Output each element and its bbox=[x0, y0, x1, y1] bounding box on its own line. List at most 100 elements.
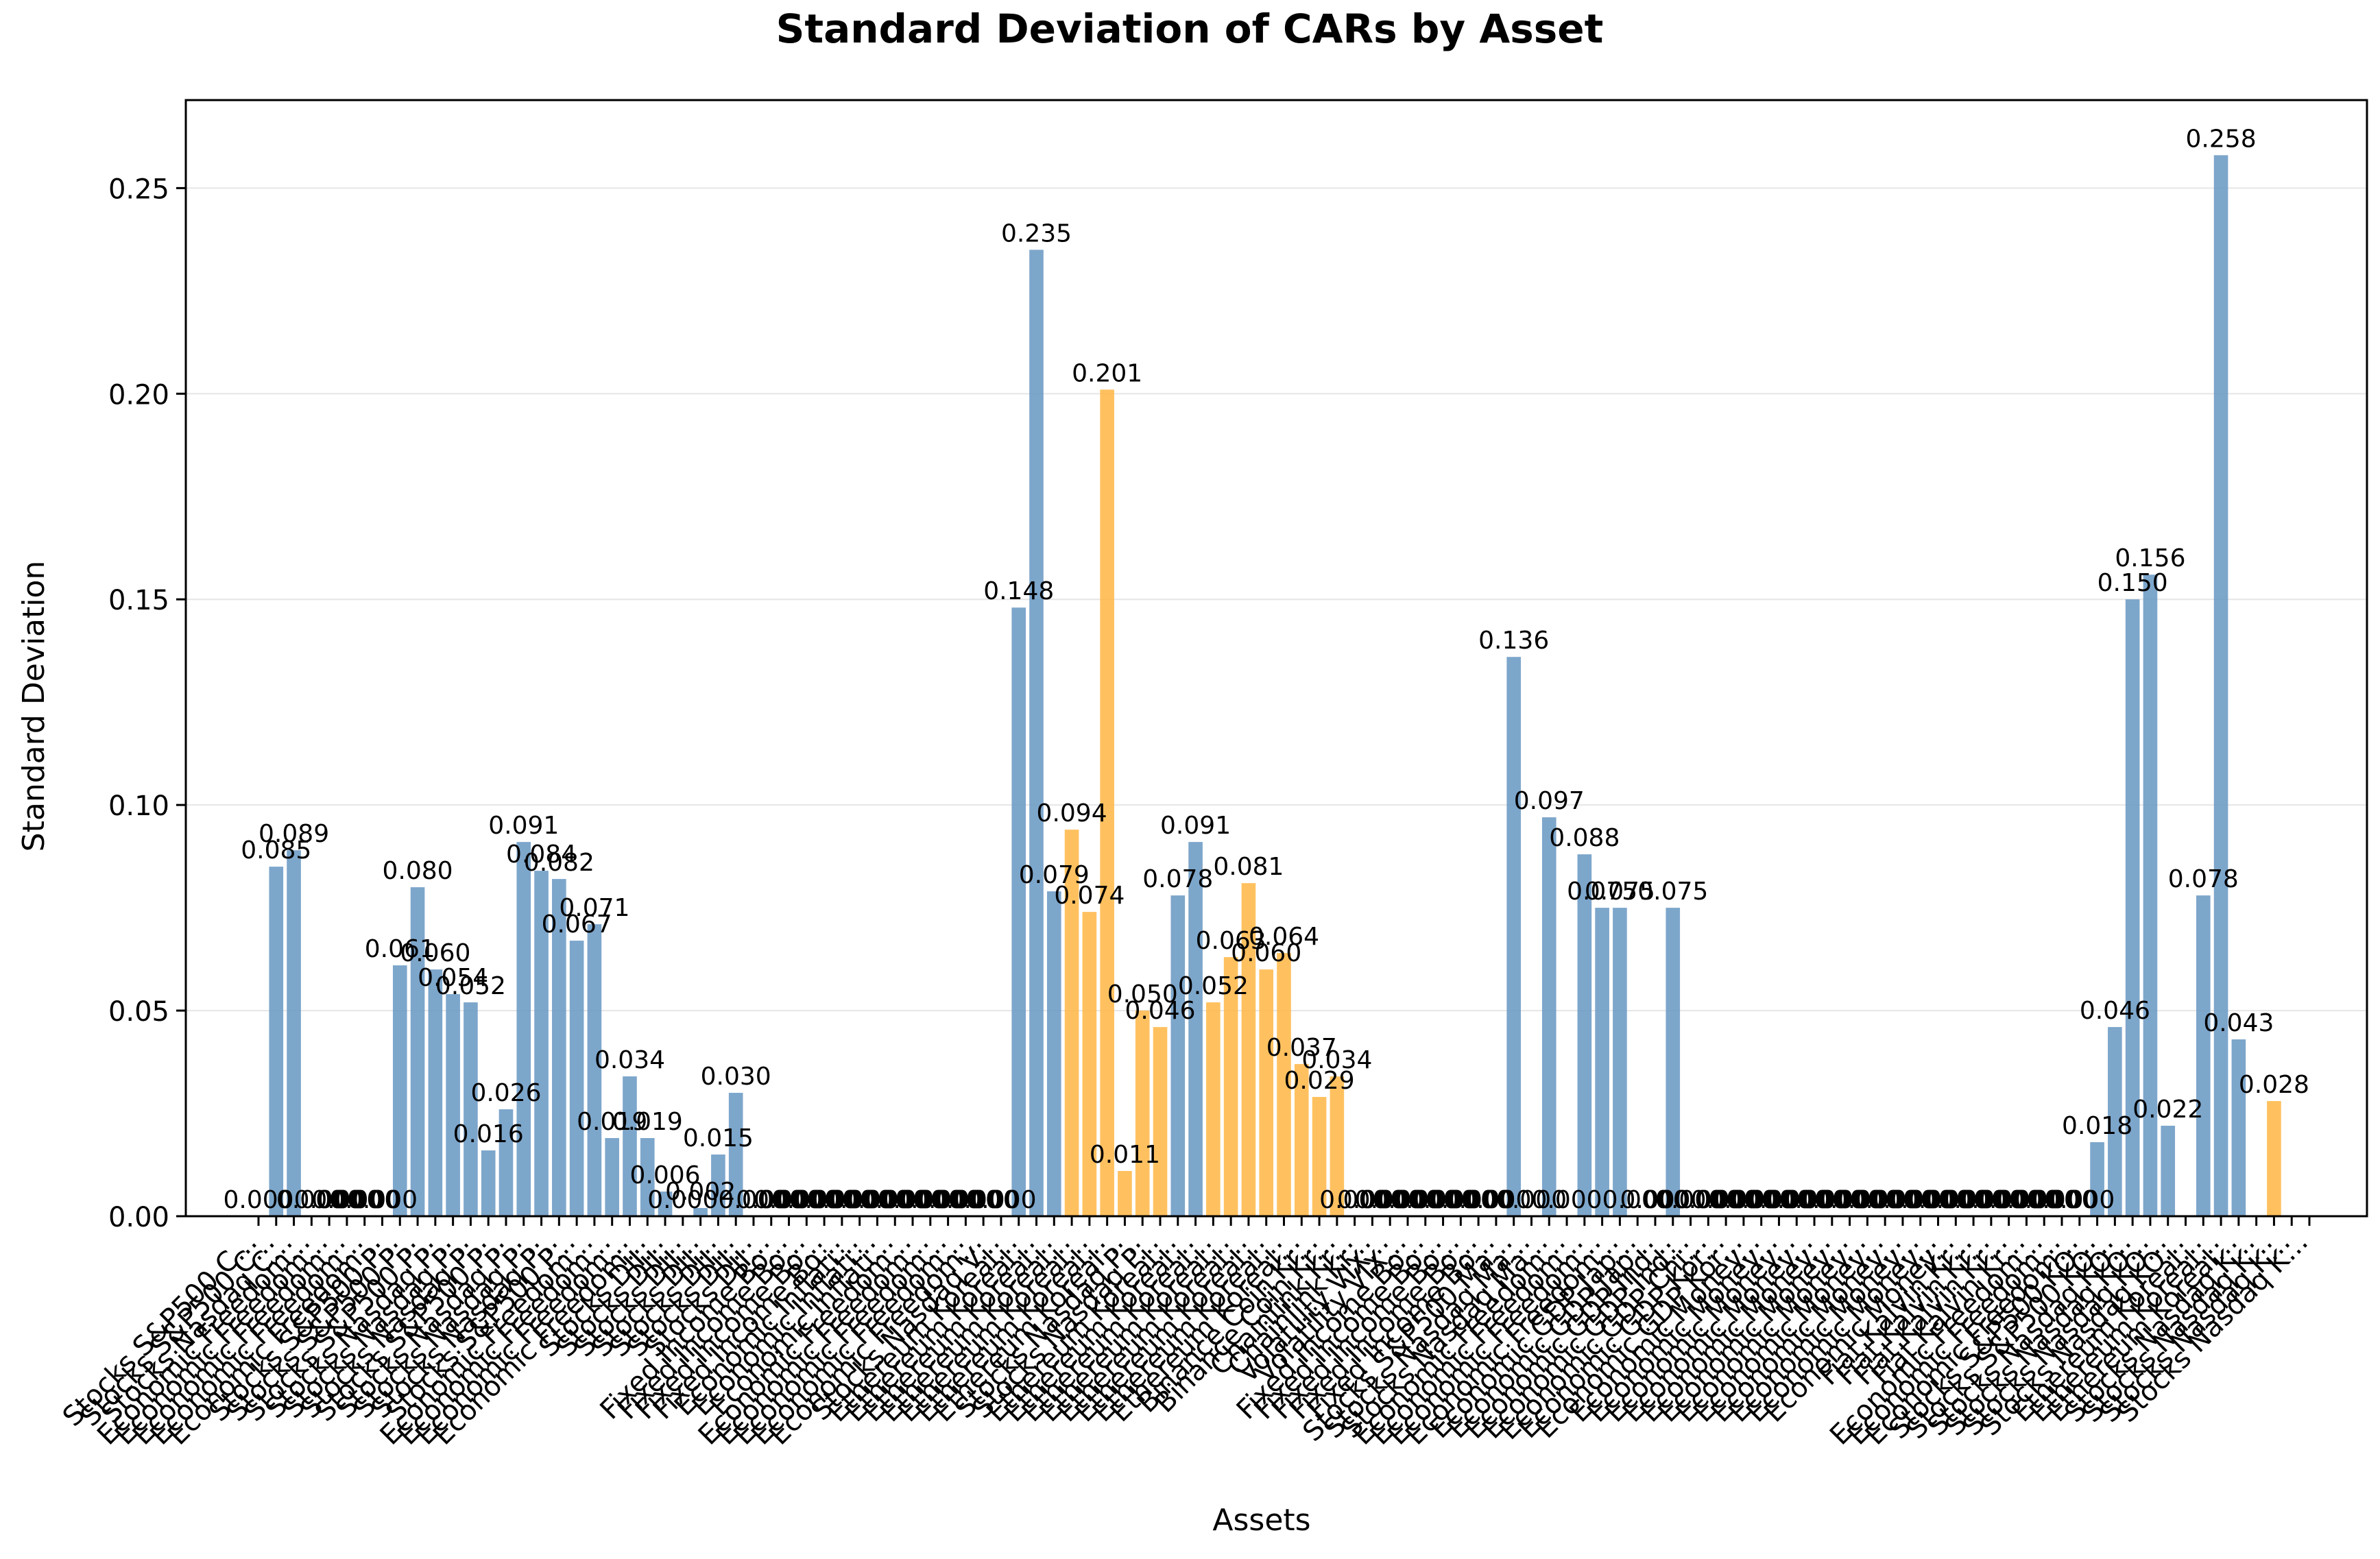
bar-value-label: 0.000 bbox=[1956, 1186, 2026, 1214]
bar-value-label: 0.061 bbox=[365, 935, 435, 963]
bar-value-label: 0.000 bbox=[1779, 1186, 1850, 1214]
bar-value-label: 0.064 bbox=[1249, 923, 1319, 951]
bar bbox=[1666, 908, 1681, 1216]
bar bbox=[464, 1002, 478, 1216]
bar bbox=[2108, 1027, 2122, 1216]
bar-value-label: 0.000 bbox=[1832, 1186, 1903, 1214]
bar-value-label: 0.000 bbox=[1991, 1186, 2062, 1214]
grid-lines bbox=[186, 187, 2367, 1012]
bar bbox=[1029, 250, 1044, 1217]
bar-value-label: 0.000 bbox=[1319, 1186, 1390, 1214]
bar bbox=[1170, 895, 1186, 1216]
x-axis-ticks: Stocks S&P500 C...Stocks S&P500 C...Stoc… bbox=[57, 1216, 2314, 1451]
bar-value-label: 0.000 bbox=[1691, 1186, 1762, 1214]
bar-value-label: 0.050 bbox=[1107, 980, 1178, 1008]
bar-value-label: 0.052 bbox=[1178, 972, 1249, 1000]
bar bbox=[1100, 389, 1114, 1216]
bar-value-label: 0.000 bbox=[860, 1186, 930, 1214]
bar-value-label: 0.097 bbox=[1514, 787, 1585, 815]
bar-value-label: 0.000 bbox=[2026, 1186, 2097, 1214]
bar-value-label: 0.000 bbox=[806, 1186, 877, 1214]
bar-value-label: 0.201 bbox=[1072, 359, 1142, 387]
bar bbox=[2143, 575, 2158, 1216]
bar-value-label: 0.000 bbox=[1355, 1186, 1426, 1214]
bar bbox=[1153, 1027, 1168, 1216]
bar-value-label: 0.000 bbox=[965, 1186, 1036, 1214]
bar bbox=[481, 1150, 496, 1216]
bar bbox=[446, 994, 460, 1216]
bar-value-label: 0.016 bbox=[453, 1120, 524, 1148]
bar-value-label: 0.085 bbox=[241, 836, 311, 865]
bar bbox=[498, 1109, 514, 1216]
bar bbox=[1064, 830, 1079, 1216]
bar-value-label: 0.094 bbox=[1037, 799, 1107, 827]
bar bbox=[693, 1208, 708, 1216]
bar-value-label: 0.019 bbox=[612, 1108, 683, 1136]
bar-value-label: 0.081 bbox=[1213, 853, 1284, 881]
bar-value-label: 0.000 bbox=[1461, 1186, 1531, 1214]
bar-value-label: 0.075 bbox=[1585, 878, 1655, 906]
bar bbox=[569, 941, 584, 1216]
bar-value-label: 0.000 bbox=[1426, 1186, 1496, 1214]
bar bbox=[1223, 957, 1238, 1216]
bar-value-label: 0.000 bbox=[789, 1186, 860, 1214]
bar-value-label: 0.000 bbox=[718, 1186, 789, 1214]
bar-value-label: 0.000 bbox=[736, 1186, 806, 1214]
bar-value-label: 0.078 bbox=[2168, 865, 2239, 893]
bar-value-label: 0.000 bbox=[1337, 1186, 1408, 1214]
plot-area-frame bbox=[184, 99, 2368, 1218]
y-tick-label: 0.20 bbox=[108, 379, 169, 411]
bar-value-label: 0.000 bbox=[1885, 1186, 1956, 1214]
bar bbox=[287, 850, 301, 1216]
bar bbox=[587, 924, 602, 1216]
bar-value-label: 0.000 bbox=[771, 1186, 842, 1214]
bar-value-label: 0.078 bbox=[1142, 865, 1213, 893]
bar-value-label: 0.000 bbox=[1814, 1186, 1885, 1214]
bar bbox=[1577, 854, 1592, 1216]
bar-value-label: 0.000 bbox=[1443, 1186, 1514, 1214]
bar-value-label: 0.018 bbox=[2062, 1112, 2132, 1140]
bar-value-label: 0.258 bbox=[2186, 125, 2257, 153]
bar-value-label: 0.000 bbox=[2009, 1186, 2080, 1214]
bars bbox=[269, 155, 2281, 1217]
y-tick-label: 0.00 bbox=[108, 1202, 169, 1233]
bar bbox=[2267, 1101, 2281, 1216]
bar bbox=[1541, 817, 1556, 1216]
bar-value-label: 0.000 bbox=[1372, 1186, 1443, 1214]
bar bbox=[1595, 908, 1609, 1216]
bar bbox=[711, 1155, 725, 1216]
bar-value-label: 0.000 bbox=[276, 1186, 347, 1214]
bar bbox=[658, 1192, 673, 1216]
bar-value-label: 0.037 bbox=[1266, 1034, 1337, 1062]
bar bbox=[2090, 1142, 2104, 1216]
y-tick-label: 0.10 bbox=[108, 790, 169, 822]
bar-value-label: 0.080 bbox=[383, 857, 453, 885]
bar-value-label: 0.026 bbox=[470, 1079, 541, 1107]
bar-value-label: 0.000 bbox=[930, 1186, 1001, 1214]
bar-value-label: 0.000 bbox=[647, 1186, 718, 1214]
bar-value-label: 0.000 bbox=[2044, 1186, 2115, 1214]
bar bbox=[1259, 969, 1274, 1216]
bar-value-label: 0.000 bbox=[1938, 1186, 2009, 1214]
bar-value-label: 0.022 bbox=[2132, 1096, 2203, 1124]
bar bbox=[516, 842, 531, 1216]
bar-value-label: 0.075 bbox=[1567, 878, 1637, 906]
bar-value-label: 0.019 bbox=[577, 1108, 647, 1136]
bar bbox=[552, 879, 566, 1216]
bar bbox=[728, 1093, 743, 1216]
bar bbox=[410, 887, 425, 1216]
x-axis-label: Assets bbox=[1212, 1503, 1310, 1538]
bar-value-label: 0.046 bbox=[1125, 997, 1195, 1025]
bar-value-label: 0.015 bbox=[683, 1124, 754, 1152]
bar-value-label: 0.150 bbox=[2097, 569, 2168, 597]
bar bbox=[2125, 599, 2140, 1216]
bar-value-label: 0.000 bbox=[842, 1186, 913, 1214]
bar-value-label: 0.000 bbox=[877, 1186, 948, 1214]
bar bbox=[269, 867, 284, 1216]
bar-value-label: 0.000 bbox=[1673, 1186, 1744, 1214]
bar bbox=[1046, 891, 1061, 1216]
bar-value-label: 0.000 bbox=[1921, 1186, 1991, 1214]
bar bbox=[2161, 1126, 2176, 1216]
bar-value-label: 0.063 bbox=[1196, 927, 1266, 955]
